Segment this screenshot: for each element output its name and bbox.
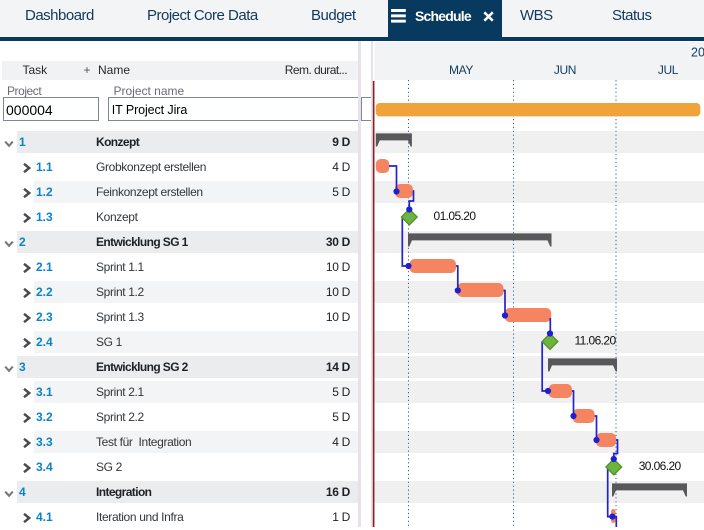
svg-text:11.06.20: 11.06.20 (575, 334, 617, 348)
svg-text:JUN: JUN (554, 63, 576, 77)
svg-text:MAY: MAY (449, 63, 473, 77)
svg-text:30.06.20: 30.06.20 (639, 459, 682, 473)
svg-text:JUL: JUL (658, 63, 679, 77)
svg-text:01.05.20: 01.05.20 (434, 209, 477, 223)
svg-text:20: 20 (691, 46, 704, 60)
